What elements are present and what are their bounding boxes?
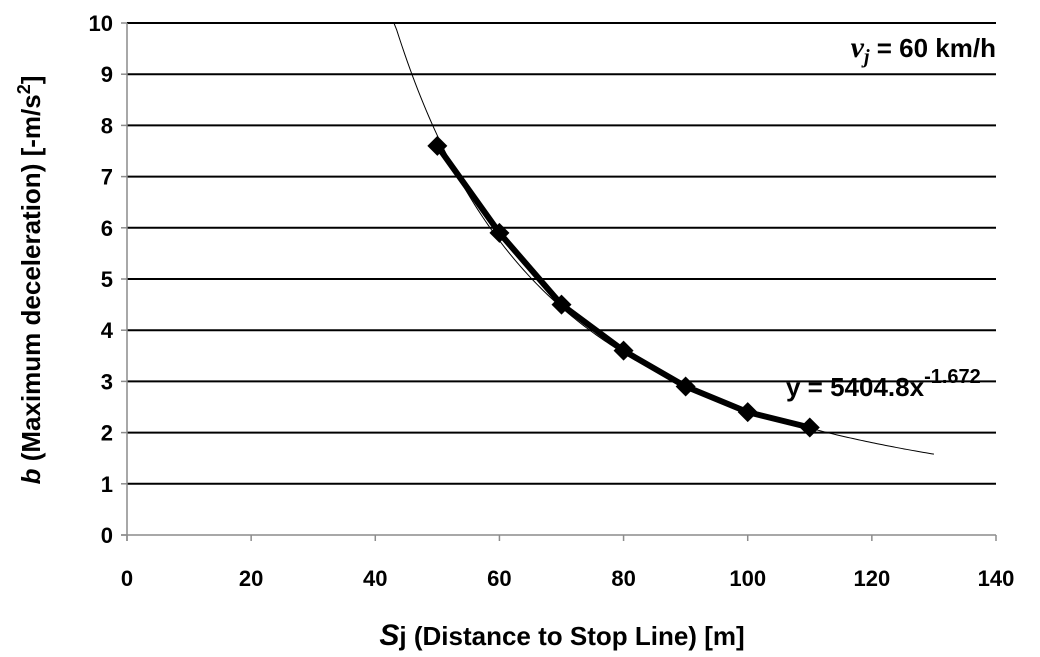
- series: [427, 135, 820, 438]
- data-point-2: [551, 294, 572, 315]
- x-tick-label-4: 80: [611, 566, 635, 591]
- x-tick-label-7: 140: [978, 566, 1015, 591]
- x-tick-label-6: 120: [853, 566, 890, 591]
- y-tick-label-5: 5: [101, 267, 113, 292]
- x-tick-label-2: 40: [363, 566, 387, 591]
- data-point-6: [799, 417, 820, 438]
- y-tick-labels: 0 1 2 3 4 5 6 7 8 9 10: [89, 11, 114, 548]
- y-tick-label-1: 1: [101, 472, 113, 497]
- speed-annotation: vj = 60 km/h: [851, 31, 996, 68]
- y-tick-label-2: 2: [101, 421, 113, 446]
- y-tick-label-8: 8: [101, 113, 113, 138]
- axes: [121, 22, 997, 541]
- x-axis-title: Sj (Distance to Stop Line) [m]: [379, 619, 744, 652]
- y-tick-label-0: 0: [101, 523, 113, 548]
- x-tick-labels: 0 20 40 60 80 100 120 140: [121, 566, 1014, 591]
- y-tick-label-6: 6: [101, 216, 113, 241]
- x-tick-label-3: 60: [487, 566, 511, 591]
- x-tick-label-1: 20: [239, 566, 263, 591]
- series-line-0: [434, 142, 813, 431]
- grid: [127, 22, 996, 485]
- x-tick-label-0: 0: [121, 566, 133, 591]
- data-point-4: [675, 376, 696, 397]
- data-point-5: [737, 402, 758, 423]
- data-point-1: [489, 222, 510, 243]
- y-tick-label-9: 9: [101, 62, 113, 87]
- y-tick-label-10: 10: [89, 11, 113, 36]
- data-point-0: [427, 135, 448, 156]
- y-tick-label-7: 7: [101, 165, 113, 190]
- trendline-equation: y = 5404.8x-1.672: [786, 366, 981, 402]
- y-tick-label-3: 3: [101, 369, 113, 394]
- data-point-3: [613, 340, 634, 361]
- y-axis-title: b (Maximum deceleration) [-m/s2]: [14, 76, 46, 485]
- x-tick-label-5: 100: [729, 566, 766, 591]
- y-tick-label-4: 4: [101, 318, 114, 343]
